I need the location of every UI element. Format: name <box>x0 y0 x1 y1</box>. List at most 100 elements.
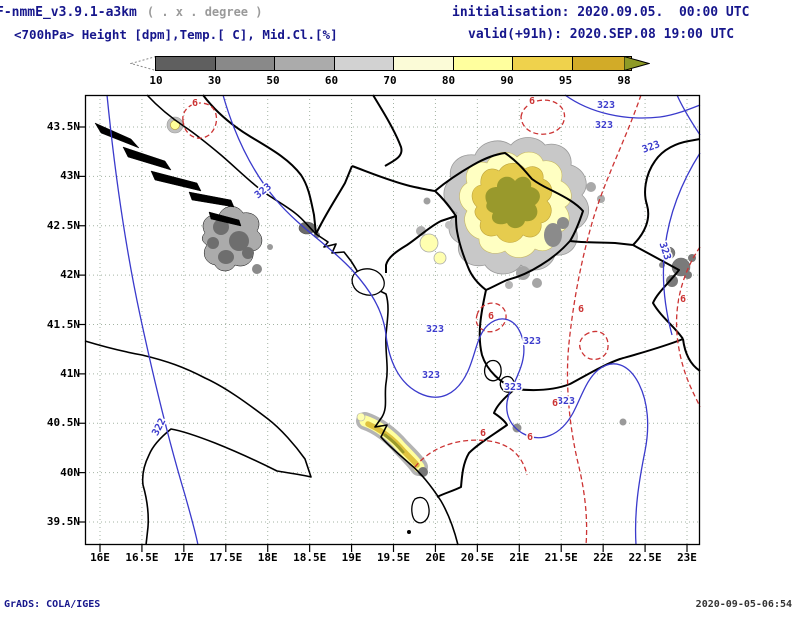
temp-contour-6 <box>475 302 507 333</box>
cloud-patch <box>684 271 692 279</box>
x-axis-tick-label: 16E <box>90 551 110 564</box>
colorbar-segment <box>512 56 573 71</box>
cloud-patch <box>544 223 562 247</box>
x-axis-tick-label: 22.5E <box>628 551 662 564</box>
cloud-patch <box>445 221 453 229</box>
colorbar-tick-label: 60 <box>324 74 339 87</box>
x-axis-tick-label: 21E <box>509 551 530 564</box>
lake-ohrid <box>483 359 502 382</box>
geography <box>84 94 701 546</box>
model-title-text: F-nmmE_v3.9.1-a3km <box>0 5 137 20</box>
cloud-patch <box>505 281 513 289</box>
border-bosnia-serbia <box>372 94 403 167</box>
height-contours <box>106 94 701 546</box>
height-contour-label: 323 <box>422 370 440 381</box>
y-axis-tick-label: 42.5N <box>46 218 80 232</box>
colorbar-tick-label: 70 <box>383 74 397 87</box>
temp-contour-label: 6 <box>527 432 533 443</box>
temp-contour-label: 6 <box>488 311 494 322</box>
italy-coastline <box>84 340 312 546</box>
cloud-patch <box>213 219 229 235</box>
temp-contour-6 <box>414 439 528 476</box>
grads-credit: GrADS: COLA/IGES <box>4 599 101 610</box>
lake-shkodra <box>351 268 385 296</box>
y-axis-tick-label: 39.5N <box>46 515 80 528</box>
cloud-patch <box>419 233 439 253</box>
cloud-patch <box>383 433 405 454</box>
island <box>208 211 242 227</box>
cloud-patch <box>586 182 596 192</box>
x-axis-tick-label: 17.5E <box>209 551 243 564</box>
x-axis-tick-label: 21.5E <box>544 551 578 564</box>
colorbar-tick-label: 10 <box>149 74 163 87</box>
x-axis-tick-label: 17E <box>173 551 194 564</box>
temp-contour-label: 6 <box>680 294 686 305</box>
height-contour-label: 323 <box>253 181 274 201</box>
island <box>188 191 235 208</box>
cloud-patch <box>423 197 431 205</box>
cloud-patch <box>512 423 522 433</box>
colorbar-tick-label: 30 <box>207 74 222 87</box>
colorbar-tick-label: 50 <box>266 74 280 87</box>
border-bosnia-montenegro <box>315 165 353 235</box>
height-contour-323 <box>564 94 701 119</box>
cloud-cover-colorbar: 10 30 50 60 70 80 90 95 98 <box>130 56 650 87</box>
temp-contour-6 <box>578 330 609 361</box>
temp-contour-label: 6 <box>192 98 198 109</box>
cloud-patch <box>356 412 366 422</box>
resolution-note: ( . x . degree ) <box>146 5 263 19</box>
border-montenegro-albania <box>385 215 457 273</box>
map-panel: 322 323 323 323 323 323 323 323 323 323 323 6 6 6 6 6 6 6… <box>78 94 701 552</box>
cloud-patch <box>662 246 676 260</box>
temp-contour-6 <box>182 102 218 139</box>
colorbar-tick-label: 90 <box>500 74 514 87</box>
height-contour-label: 323 <box>641 139 662 156</box>
axis-ticks <box>78 126 688 552</box>
cloud-patch <box>485 176 540 229</box>
height-contour-322 <box>106 94 199 546</box>
island <box>122 146 172 171</box>
cloud-patch <box>532 278 542 288</box>
cloud-patch <box>252 264 262 274</box>
colorbar-segment <box>393 56 454 71</box>
y-axis-tick-label: 41N <box>60 366 80 380</box>
height-contour-label: 323 <box>595 120 613 131</box>
border-albania-macedonia <box>478 289 516 390</box>
height-contour-323 <box>662 152 701 336</box>
colorbar-left-arrow-icon <box>130 56 156 71</box>
border-macedonia-bulgaria <box>632 244 684 340</box>
cloud-patch <box>218 250 234 264</box>
colorbar-segments <box>155 56 632 71</box>
y-axis-tick-label: 40N <box>60 465 80 479</box>
colorbar-left-arrow-shape <box>130 56 156 71</box>
colorbar-segment <box>452 56 513 71</box>
grid-lines <box>85 95 700 545</box>
colorbar-right-arrow-icon <box>624 56 650 71</box>
cloud-patch <box>229 231 249 251</box>
valid-time: valid(+91h): 2020.SEP.08 19:00 UTC <box>468 27 735 42</box>
x-axis-tick-label: 18E <box>257 551 278 564</box>
creation-timestamp: 2020-09-05-06:54 <box>695 599 792 610</box>
model-title: F-nmmE_v3.9.1-a3km ( . x . degree ) <box>0 5 262 20</box>
colorbar-segment <box>155 56 216 71</box>
island-corfu <box>411 496 430 524</box>
border-serbia-bulgaria <box>632 138 701 246</box>
border-serbia-macedonia <box>569 240 634 246</box>
height-contour-label: 323 <box>597 100 615 111</box>
colorbar-tick-label: 95 <box>558 74 573 87</box>
temp-contour-label: 6 <box>529 96 535 107</box>
temp-contour-label: 6 <box>578 304 584 315</box>
x-axis-tick-label: 20.5E <box>460 551 494 564</box>
height-contour-label: 323 <box>504 382 522 393</box>
border-kosovo-west <box>434 190 487 291</box>
colorbar-segment <box>274 56 335 71</box>
temp-contour-label: 6 <box>480 428 486 439</box>
x-axis-tick-label: 18.5E <box>293 551 327 564</box>
height-contour-label: 323 <box>426 324 444 335</box>
height-contour-323 <box>676 94 701 136</box>
cloud-patch <box>207 237 219 249</box>
x-axis-tick-label: 19E <box>341 551 362 564</box>
cloud-patch <box>242 247 254 259</box>
island <box>94 122 140 149</box>
colorbar-right-arrow-shape <box>624 56 650 71</box>
